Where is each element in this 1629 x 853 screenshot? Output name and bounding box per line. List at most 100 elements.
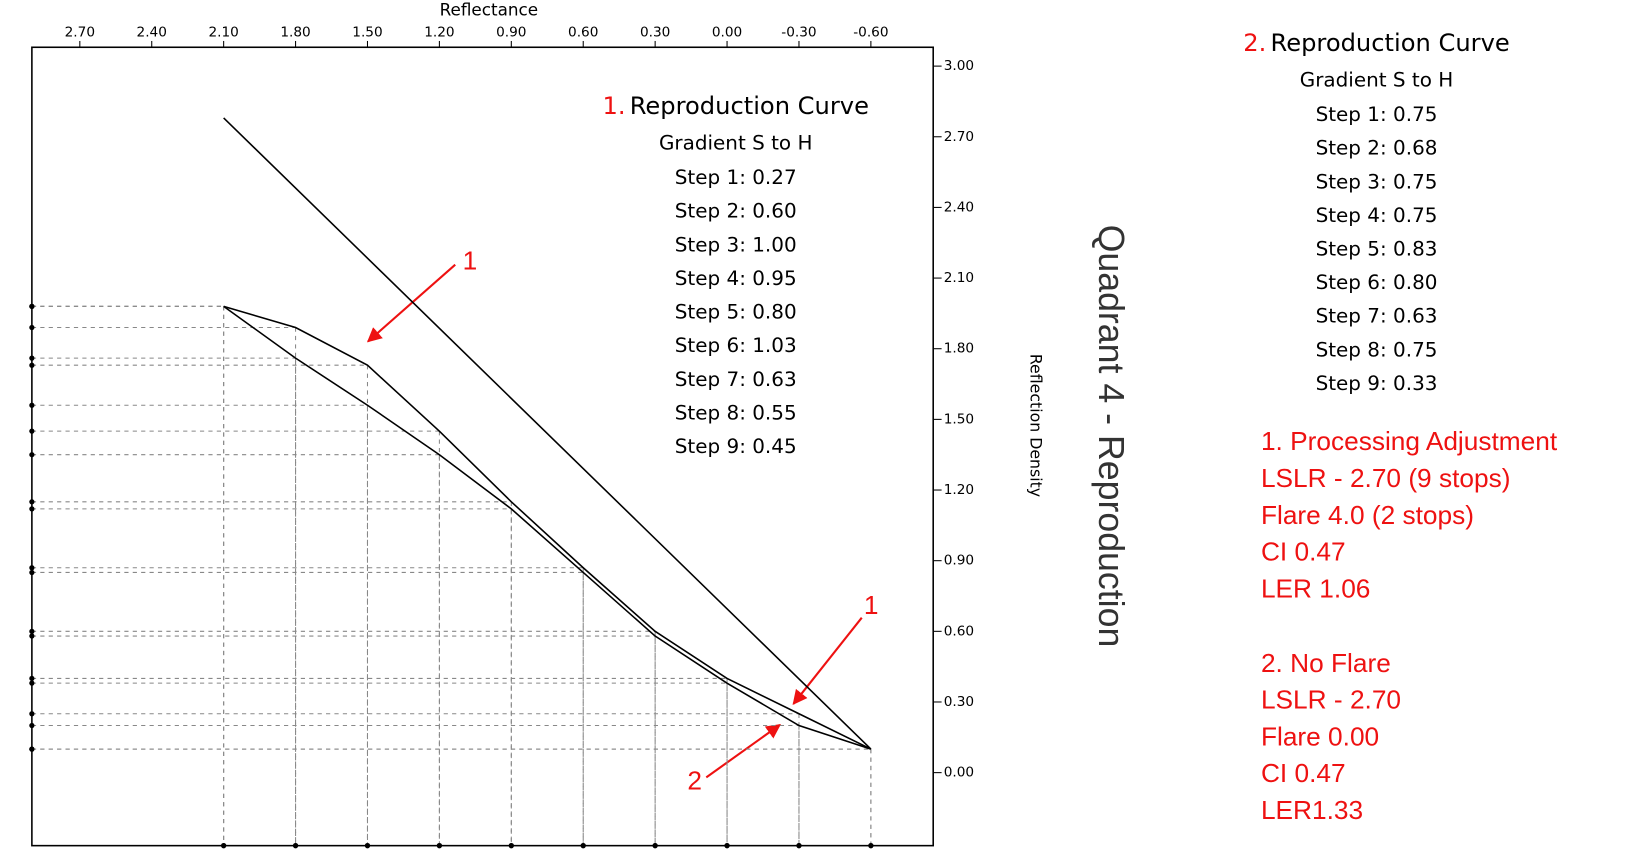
panel-step: Step 7: 0.63 [675, 367, 797, 391]
panel-step: Step 1: 0.27 [675, 165, 797, 189]
arrow-label: 2 [687, 766, 702, 796]
panel-step: Step 4: 0.75 [1316, 203, 1438, 227]
note-line: 1. Processing Adjustment [1261, 426, 1558, 456]
axis-dot [436, 843, 443, 849]
y-tick-label: 1.20 [944, 482, 974, 498]
panel-step: Step 3: 1.00 [675, 232, 797, 256]
panel-step: Step 3: 0.75 [1316, 169, 1438, 193]
x-tick-label: 0.90 [496, 25, 526, 41]
x-tick-label: 1.80 [280, 25, 310, 41]
panel-step: Step 9: 0.45 [675, 434, 797, 458]
panel-step: Step 7: 0.63 [1316, 304, 1438, 328]
x-tick-label: 0.60 [568, 25, 598, 41]
axis-dot [29, 402, 35, 408]
x-tick-label: 0.30 [640, 25, 670, 41]
panel-step: Step 9: 0.33 [1316, 371, 1438, 395]
axis-dot [221, 843, 227, 849]
axis-dot [29, 711, 35, 717]
panel-step: Step 4: 0.95 [675, 266, 797, 290]
axis-dot [29, 303, 35, 309]
axis-dot [29, 633, 35, 639]
axis-dot [652, 843, 658, 849]
y-tick-label: 1.50 [944, 411, 974, 427]
panel-step: Step 8: 0.75 [1316, 337, 1438, 361]
axis-dot [29, 722, 35, 729]
x-tick-label: -0.60 [853, 25, 888, 41]
panel-step: Step 6: 0.80 [1316, 270, 1438, 294]
arrow [705, 723, 782, 779]
y-tick-label: 0.60 [944, 623, 974, 639]
x-tick-label: 1.50 [352, 25, 382, 41]
note-line: 2. No Flare [1261, 648, 1391, 678]
axis-dot [580, 843, 586, 849]
axis-dot [796, 843, 802, 849]
panel-number: 2. [1243, 29, 1266, 57]
axis-dot [724, 843, 730, 849]
curve [223, 305, 872, 750]
y-tick-label: 0.90 [944, 553, 974, 569]
note-line: LSLR - 2.70 [1261, 685, 1401, 715]
y-tick-label: 0.00 [944, 765, 974, 781]
quadrant-label: Quadrant 4 - Reproduction [1091, 225, 1131, 648]
panel-title-text: Reproduction Curve [630, 92, 869, 120]
arrow-label: 1 [864, 590, 879, 620]
x-tick-label: 0.00 [712, 25, 742, 41]
note-line: CI 0.47 [1261, 537, 1346, 567]
y-tick-label: 0.30 [944, 694, 974, 710]
axis-dot [29, 362, 35, 368]
curve [223, 117, 872, 750]
x-tick-label: 1.20 [424, 25, 454, 41]
x-tick-label: 2.70 [65, 25, 95, 41]
curve [223, 305, 872, 750]
axis-dot [29, 628, 35, 634]
panel-step: Step 1: 0.75 [1316, 102, 1438, 126]
note-line: CI 0.47 [1261, 758, 1346, 788]
axis-dot [29, 355, 35, 361]
panel-step: Step 2: 0.68 [1316, 136, 1438, 160]
axis-dot [29, 506, 35, 512]
y-tick-label: 3.00 [944, 58, 974, 74]
axis-dot [508, 843, 514, 849]
note-line: Flare 0.00 [1261, 721, 1379, 751]
axis-dot [292, 843, 299, 849]
axis-dot [29, 680, 35, 686]
note-line: LER1.33 [1261, 795, 1363, 825]
y-tick-label: 1.80 [944, 341, 974, 357]
arrow-label: 1 [463, 246, 478, 276]
arrow [792, 617, 863, 705]
panel-step: Step 5: 0.83 [1316, 237, 1438, 261]
axis-dot [29, 452, 35, 458]
axis-dot [29, 569, 35, 576]
axis-dot [868, 843, 874, 849]
axis-dot [29, 675, 35, 682]
plot-frame [31, 46, 934, 847]
panel-title: 2. Reproduction Curve [1243, 29, 1509, 57]
panel-step: Step 2: 0.60 [675, 199, 797, 223]
panel-subtitle: Gradient S to H [1300, 67, 1453, 91]
panel-step: Step 8: 0.55 [675, 400, 797, 424]
axis-dot [364, 843, 371, 849]
y-axis-label: Reflection Density [1027, 354, 1046, 497]
panel-subtitle: Gradient S to H [659, 130, 812, 154]
arrow [366, 263, 456, 343]
x-tick-label: 2.40 [137, 25, 167, 41]
y-tick-label: 2.40 [944, 199, 974, 215]
axis-dot [29, 324, 35, 331]
axis-dot [29, 746, 35, 752]
note-line: LSLR - 2.70 (9 stops) [1261, 463, 1511, 493]
x-tick-label: 2.10 [208, 25, 238, 41]
y-tick-label: 2.10 [944, 270, 974, 286]
axis-dot [29, 565, 35, 571]
panel-title-text: Reproduction Curve [1271, 29, 1510, 57]
note-line: LER 1.06 [1261, 573, 1370, 603]
panel-title: 1. Reproduction Curve [602, 92, 868, 120]
panel-number: 1. [602, 92, 625, 120]
x-axis-label: Reflectance [440, 0, 539, 20]
panel-step: Step 5: 0.80 [675, 300, 797, 324]
x-tick-label: -0.30 [781, 25, 816, 41]
panel-step: Step 6: 1.03 [675, 333, 797, 357]
note-line: Flare 4.0 (2 stops) [1261, 500, 1474, 530]
axis-dot [29, 499, 35, 505]
axis-dot [29, 428, 35, 434]
